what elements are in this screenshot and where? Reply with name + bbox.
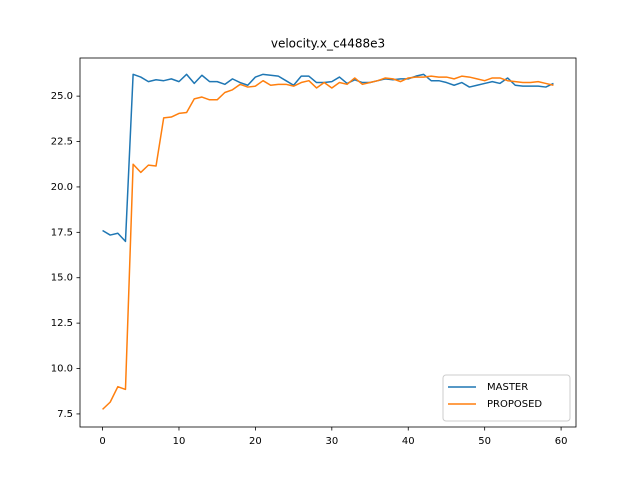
y-tick-label: 12.5 [51,318,73,329]
y-tick-label: 15.0 [51,273,73,284]
chart-title: velocity.x_c4488e3 [271,37,385,51]
axes-frame [79,57,577,428]
x-tick-label: 0 [99,436,105,447]
x-tick-label: 10 [173,436,186,447]
y-tick-label: 17.5 [51,227,73,238]
x-tick-label: 60 [555,436,568,447]
x-tick-label: 20 [249,436,262,447]
legend-label: PROPOSED [487,399,542,410]
y-tick-label: 10.0 [51,364,73,375]
y-tick-label: 22.5 [51,137,73,148]
y-tick-label: 20.0 [51,182,73,193]
y-tick-label: 25.0 [51,91,73,102]
x-tick-label: 40 [402,436,415,447]
y-tick-label: 7.5 [57,409,73,420]
series-line [102,73,554,243]
series-line [102,75,554,410]
x-tick-label: 50 [478,436,491,447]
x-tick-label: 30 [325,436,338,447]
legend-label: MASTER [487,382,528,393]
